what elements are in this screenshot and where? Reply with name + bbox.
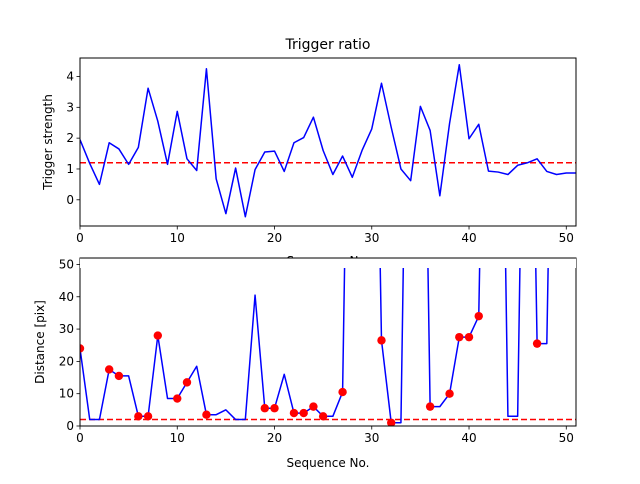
data-point [154, 331, 162, 339]
x-tick-label: 30 [364, 231, 379, 245]
data-point [270, 404, 278, 412]
y-tick-label: 1 [66, 162, 74, 176]
data-point [426, 402, 434, 410]
x-tick-label: 0 [76, 431, 84, 445]
x-axis-label: Sequence No. [287, 456, 370, 470]
data-point [105, 365, 113, 373]
data-point [173, 394, 181, 402]
plot-area [80, 58, 576, 226]
data-point [183, 378, 191, 386]
y-tick-label: 10 [59, 387, 74, 401]
y-axis-label: Trigger strength [41, 94, 55, 191]
data-point [134, 412, 142, 420]
data-point [309, 402, 317, 410]
plot-area [80, 258, 576, 426]
overlap-mask [80, 258, 576, 268]
data-point [455, 333, 463, 341]
x-tick-label: 10 [170, 431, 185, 445]
data-point [465, 333, 473, 341]
y-tick-label: 20 [59, 354, 74, 368]
chart-title: Trigger ratio [284, 37, 370, 53]
y-tick-label: 3 [66, 100, 74, 114]
data-point [377, 336, 385, 344]
data-point [445, 389, 453, 397]
data-point [144, 412, 152, 420]
subplot-trigger-ratio: Trigger ratio 0 10 20 30 40 50 0 1 2 3 4 Trigger s… [41, 37, 576, 245]
y-tick-label: 0 [66, 193, 74, 207]
x-tick-label: 20 [267, 431, 282, 445]
y-tick-label: 2 [66, 131, 74, 145]
data-point [533, 339, 541, 347]
data-point [202, 410, 210, 418]
data-point [338, 388, 346, 396]
y-tick-label: 4 [66, 69, 74, 83]
data-point [475, 312, 483, 320]
data-point [115, 372, 123, 380]
y-tick-label: 50 [59, 257, 74, 271]
y-tick-label: 40 [59, 290, 74, 304]
y-tick-label: 0 [66, 419, 74, 433]
x-tick-label: 0 [76, 231, 84, 245]
x-tick-label: 40 [461, 431, 476, 445]
data-point [290, 409, 298, 417]
y-axis-label: Distance [pix] [33, 300, 47, 384]
x-tick-label: 50 [559, 431, 574, 445]
data-point [299, 409, 307, 417]
x-tick-label: 10 [170, 231, 185, 245]
x-tick-label: 40 [461, 231, 476, 245]
x-tick-label: 50 [559, 231, 574, 245]
y-tick-label: 30 [59, 322, 74, 336]
x-tick-label: 30 [364, 431, 379, 445]
data-point [319, 412, 327, 420]
x-tick-label: 20 [267, 231, 282, 245]
data-point [261, 404, 269, 412]
